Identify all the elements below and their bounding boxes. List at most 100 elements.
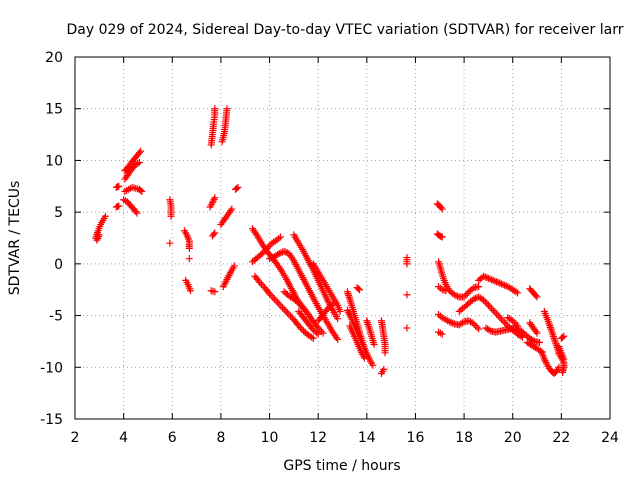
data-point (532, 292, 540, 300)
series-track-33 (346, 322, 368, 362)
series-track-14 (207, 105, 219, 149)
y-tick-label: 20 (45, 50, 63, 66)
data-point (363, 317, 371, 325)
data-point (514, 289, 522, 297)
data-point (274, 298, 282, 306)
data-point (403, 324, 411, 332)
data-point (463, 290, 471, 298)
series-track-54 (538, 349, 563, 377)
data-point (135, 158, 143, 166)
data-point (275, 250, 283, 258)
data-point (484, 301, 492, 309)
data-point (275, 300, 283, 308)
data-point (551, 338, 559, 346)
data-point (438, 233, 446, 241)
data-point (282, 307, 290, 315)
series-track-18 (207, 287, 219, 296)
series-track-10 (166, 239, 174, 247)
data-point (354, 285, 362, 293)
data-point (345, 293, 353, 301)
data-point (256, 278, 264, 286)
data-point (334, 315, 342, 323)
data-point (285, 311, 293, 319)
data-point (485, 326, 493, 334)
series-track-27 (309, 260, 344, 315)
series-track-15 (218, 105, 231, 146)
data-point (277, 302, 285, 310)
data-point (484, 274, 492, 282)
data-point (497, 280, 505, 288)
data-point (499, 317, 507, 325)
data-point (488, 276, 496, 284)
series-track-51 (526, 285, 541, 301)
data-point (296, 324, 304, 332)
data-point (187, 287, 195, 295)
series-track-19 (217, 205, 236, 229)
data-point (489, 276, 497, 284)
data-point (450, 291, 458, 299)
data-point (263, 244, 271, 252)
series-track-46 (435, 328, 446, 338)
data-point (547, 325, 555, 333)
data-point (493, 278, 501, 286)
data-point (277, 249, 285, 257)
series-track-08 (120, 196, 141, 217)
series-track-58 (555, 343, 568, 363)
data-point (471, 322, 479, 330)
data-point (533, 329, 541, 337)
series-track-11 (180, 227, 193, 252)
data-point (370, 341, 378, 349)
x-tick-label: 18 (455, 430, 473, 446)
series-track-55 (540, 307, 563, 357)
x-tick-label: 2 (71, 430, 80, 446)
data-point (438, 205, 446, 213)
data-point (363, 319, 371, 327)
data-point (167, 212, 175, 220)
axis-ticks (74, 56, 611, 420)
data-marks (92, 105, 568, 377)
data-point (449, 319, 457, 327)
data-point (460, 293, 468, 301)
data-point (548, 327, 556, 335)
x-tick-label: 16 (407, 430, 425, 446)
data-point (454, 292, 462, 300)
series-track-45 (435, 311, 483, 333)
x-tick-label: 8 (216, 430, 225, 446)
data-point (298, 325, 306, 333)
y-tick-label: 5 (54, 205, 63, 221)
series-track-24 (251, 272, 317, 342)
data-point (265, 243, 273, 251)
data-point (483, 300, 491, 308)
data-point (270, 295, 278, 303)
data-point (481, 298, 489, 306)
data-point (380, 365, 388, 373)
data-point (501, 281, 509, 289)
data-point (210, 195, 218, 203)
data-point (462, 291, 470, 299)
data-point (234, 183, 242, 191)
x-tick-label: 20 (504, 430, 522, 446)
series-track-43 (435, 258, 483, 301)
data-point (258, 250, 266, 258)
data-point (267, 292, 275, 300)
data-point (548, 329, 556, 337)
data-point (314, 330, 322, 338)
data-point (316, 326, 324, 334)
data-point (295, 299, 303, 307)
data-point (138, 187, 146, 195)
series-track-02 (93, 231, 103, 244)
data-point (489, 306, 497, 314)
data-point (115, 202, 123, 210)
data-point (480, 272, 488, 280)
data-point (133, 209, 141, 217)
data-point (137, 186, 145, 194)
data-point (211, 194, 219, 202)
data-point (211, 288, 219, 296)
data-point (272, 297, 280, 305)
data-point (502, 320, 510, 328)
data-point (529, 336, 537, 344)
series-track-30 (314, 300, 337, 325)
data-point (438, 330, 446, 338)
data-point (483, 274, 491, 282)
data-point (369, 361, 377, 369)
